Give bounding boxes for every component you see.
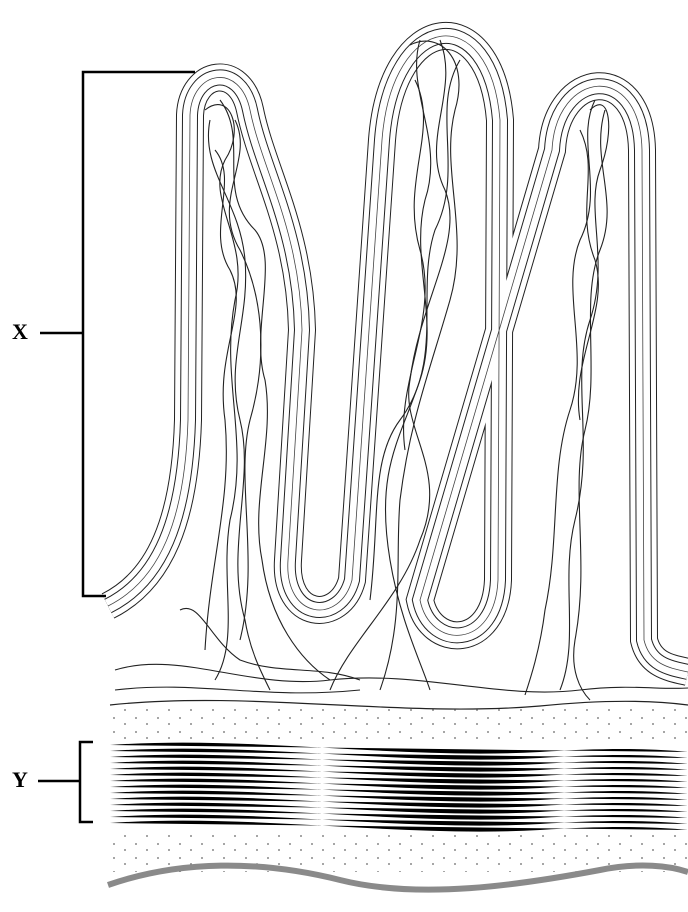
- label-x: X: [12, 319, 28, 344]
- muscle-layer: [110, 742, 688, 832]
- label-y: Y: [12, 767, 28, 792]
- submucosa: [108, 706, 688, 740]
- capillaries: [114, 39, 688, 701]
- bracket-x: [40, 70, 195, 598]
- outer-edge: [107, 862, 688, 893]
- bracket-y: [38, 740, 93, 824]
